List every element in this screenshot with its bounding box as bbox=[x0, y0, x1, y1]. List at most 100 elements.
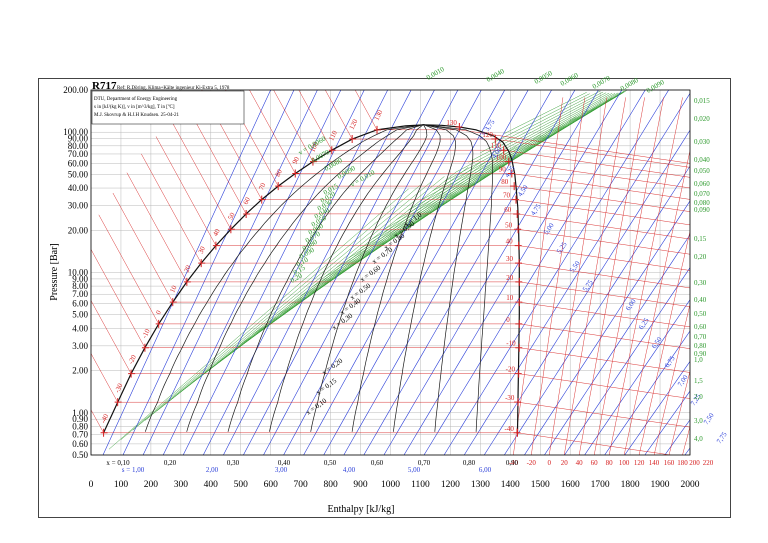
liquid-temperature-marker bbox=[328, 146, 336, 155]
isotherm-line bbox=[325, 90, 690, 168]
volume-right-label: 0,50 bbox=[694, 310, 707, 318]
isentrope-line bbox=[283, 90, 482, 455]
liquid-temperature-label: 110 bbox=[327, 129, 339, 142]
isochore-line bbox=[444, 92, 610, 182]
vapor-temperature-marker bbox=[514, 225, 522, 234]
vapor-temperature-label: 20 bbox=[506, 274, 514, 282]
vapor-temperature-label: 60 bbox=[504, 206, 512, 214]
isochore-line bbox=[144, 176, 445, 421]
liquid-temperature-label: -30 bbox=[113, 382, 124, 394]
isotherm-vapor-line bbox=[708, 97, 768, 455]
volume-top-label: 0,0090 bbox=[645, 78, 666, 95]
isentrope-line bbox=[644, 390, 690, 455]
x-tick-label: 1700 bbox=[591, 480, 610, 490]
liquid-temperature-label: -40 bbox=[99, 412, 110, 424]
isotherm-vapor-line bbox=[608, 97, 683, 455]
vapor-temperature-label: 70 bbox=[503, 192, 511, 200]
entropy-inside-label: 6,00 bbox=[624, 297, 638, 312]
vapor-temperature-marker bbox=[515, 277, 523, 286]
vapor-temperature-marker bbox=[513, 209, 521, 218]
liquid-temperature-label: 50 bbox=[226, 211, 236, 221]
x-tick-label: 1600 bbox=[561, 480, 580, 490]
isotherm-bottom-label: 60 bbox=[591, 459, 599, 467]
isochore-line bbox=[348, 91, 626, 259]
isentrope-line bbox=[624, 360, 690, 455]
liquid-temperature-marker bbox=[169, 298, 177, 307]
vapor-temperature-label: 90 bbox=[499, 165, 507, 173]
isentrope-line bbox=[664, 419, 690, 455]
x-tick-label: 1800 bbox=[621, 480, 640, 490]
liquid-temperature-label: 20 bbox=[182, 264, 192, 274]
isochore-line bbox=[468, 91, 604, 163]
volume-right-label: 0,090 bbox=[694, 206, 710, 214]
quality-inside-label: x = 0,10 bbox=[305, 396, 329, 416]
entropy-inside-label: 7,75 bbox=[715, 430, 729, 445]
x-tick-label: 800 bbox=[323, 480, 338, 490]
y-tick-label: 70.00 bbox=[68, 149, 89, 159]
x-tick-label: 1300 bbox=[471, 480, 490, 490]
liquid-temperature-label: 130 bbox=[373, 108, 385, 121]
y-tick-label: 0.50 bbox=[72, 450, 88, 460]
vapor-temperature-label: -10 bbox=[506, 340, 516, 348]
isotherm-line bbox=[186, 104, 690, 240]
x-tick-label: 900 bbox=[353, 480, 368, 490]
x-tick-label: 1000 bbox=[381, 480, 400, 490]
isotherm-bottom-label: -20 bbox=[527, 459, 537, 467]
isentrope-line bbox=[564, 267, 690, 455]
volume-top-label: 0,0010 bbox=[425, 65, 446, 82]
volume-right-label: 2,0 bbox=[694, 393, 703, 401]
isotherm-vapor-line bbox=[531, 97, 586, 455]
vapor-temperature-label: 50 bbox=[505, 221, 513, 229]
quality-bottom-label: 0,30 bbox=[227, 459, 240, 467]
isentrope-line bbox=[243, 90, 435, 455]
entropy-bottom-label: 3,00 bbox=[275, 466, 288, 474]
quality-inside-label: x = 0,60 bbox=[359, 263, 383, 283]
liquid-temperature-marker bbox=[309, 157, 317, 166]
isotherm-bottom-label: -40 bbox=[509, 459, 519, 467]
y-tick-label: 7.00 bbox=[72, 289, 88, 299]
isentrope-line bbox=[584, 299, 690, 455]
liquid-temperature-marker bbox=[374, 125, 382, 134]
y-tick-label: 100.00 bbox=[63, 127, 88, 137]
y-tick-label: 0.90 bbox=[72, 414, 88, 424]
entropy-inside-label: 5,25 bbox=[555, 240, 569, 255]
volume-right-label: 0,015 bbox=[694, 97, 710, 105]
isentrope-line bbox=[423, 90, 646, 455]
volume-right-label: 0,40 bbox=[694, 296, 707, 304]
liquid-temperature-label: 10 bbox=[168, 284, 178, 294]
y-tick-label: 0.80 bbox=[72, 421, 88, 431]
entropy-bottom-label: 5,00 bbox=[408, 466, 421, 474]
x-tick-label: 600 bbox=[264, 480, 279, 490]
y-tick-label: 80.00 bbox=[68, 141, 89, 151]
axes: 0 100 200 300 400 500 600 700 800 900 1000 1100 1200… bbox=[63, 85, 700, 490]
y-tick-label: 4.00 bbox=[72, 323, 88, 333]
vapor-temperature-label: 0 bbox=[506, 316, 510, 324]
entropy-bottom-label: 4,00 bbox=[343, 466, 356, 474]
vapor-temperature-marker bbox=[515, 319, 523, 328]
volume-right-label: 0,20 bbox=[694, 253, 707, 261]
vapor-temperature-marker bbox=[499, 146, 507, 155]
isentrope-line bbox=[162, 90, 342, 455]
isotherm-vapor-line bbox=[593, 97, 664, 455]
volume-top-label: 0,0060 bbox=[559, 71, 580, 88]
vapor-temperature-label: -40 bbox=[504, 425, 514, 433]
liquid-temperature-label: 80 bbox=[274, 168, 284, 178]
volume-right-label: 0,30 bbox=[694, 279, 707, 287]
isotherm-line bbox=[225, 90, 690, 212]
isotherm-line bbox=[91, 300, 690, 399]
isentrope-line bbox=[443, 90, 670, 455]
y-tick-label: 5.00 bbox=[72, 310, 88, 320]
quality-bottom-label: 0,60 bbox=[371, 459, 384, 467]
liquid-temperature-label: -10 bbox=[140, 327, 151, 339]
isotherm-bottom-label: 0 bbox=[547, 459, 551, 467]
liquid-temperature-marker bbox=[100, 428, 108, 437]
quality-line bbox=[351, 124, 441, 432]
isotherm-line bbox=[298, 90, 690, 178]
plot-area-border bbox=[90, 89, 691, 456]
volume-right-label: 1,0 bbox=[694, 356, 703, 364]
property-curves bbox=[91, 90, 768, 455]
quality-line bbox=[227, 124, 424, 432]
x-tick-label: 300 bbox=[174, 480, 189, 490]
volume-top-label: 0,0050 bbox=[533, 69, 554, 86]
entropy-inside-label: 5,00 bbox=[542, 221, 556, 236]
